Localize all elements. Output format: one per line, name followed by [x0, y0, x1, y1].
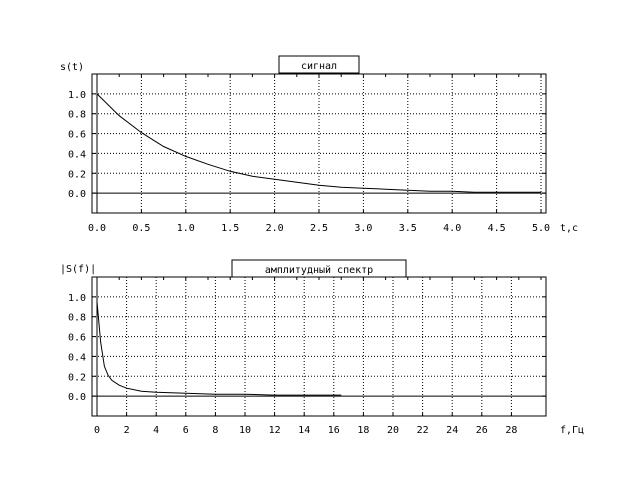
spectrum-y-tick-label: 0.6 [68, 333, 86, 344]
signal-y-tick-label: 0.8 [68, 110, 86, 121]
spectrum-x-tick-label: 20 [387, 425, 399, 436]
signal-y-tick-label: 0.4 [68, 149, 86, 160]
signal-chart: сигнал s(t) t,c 0.0 0.5 1.0 1.5 2.0 2.5 3.0 3.5… [60, 55, 578, 234]
signal-x-tick-label: 0.0 [88, 223, 106, 234]
signal-x-tick-label: 2.0 [266, 223, 284, 234]
signal-x-axis-label: t,c [560, 223, 578, 234]
spectrum-chart-title: амплитудный спектр [265, 264, 373, 276]
spectrum-y-tick-label: 0.2 [68, 372, 86, 383]
signal-y-axis-label: s(t) [60, 62, 84, 73]
spectrum-x-tick-label: 28 [505, 425, 517, 436]
signal-chart-title: сигнал [301, 61, 337, 72]
signal-x-tick-label: 3.0 [354, 223, 372, 234]
spectrum-y-tick-label: 0.0 [68, 392, 86, 403]
signal-x-tick-label: 1.5 [221, 223, 239, 234]
spectrum-x-axis-label: f,Гц [560, 425, 584, 436]
spectrum-y-tick-label: 0.8 [68, 313, 86, 324]
spectrum-x-tick-label: 26 [476, 425, 488, 436]
spectrum-x-tick-label: 0 [94, 425, 100, 436]
signal-x-tick-label: 4.5 [488, 223, 506, 234]
spectrum-y-axis-label: |S(f)| [60, 264, 96, 275]
signal-y-tick-label: 0.2 [68, 169, 86, 180]
spectrum-x-tick-label: 24 [446, 425, 458, 436]
spectrum-x-tick-label: 10 [239, 425, 251, 436]
signal-x-tick-label: 5.0 [532, 223, 550, 234]
spectrum-x-tick-label: 2 [124, 425, 130, 436]
signal-x-tick-label: 3.5 [399, 223, 417, 234]
spectrum-x-tick-label: 8 [212, 425, 218, 436]
spectrum-x-tick-label: 14 [298, 425, 310, 436]
spectrum-x-tick-label: 16 [328, 425, 340, 436]
spectrum-x-tick-label: 22 [417, 425, 429, 436]
signal-x-tick-label: 2.5 [310, 223, 328, 234]
spectrum-x-tick-label: 4 [153, 425, 159, 436]
signal-y-tick-label: 0.6 [68, 130, 86, 141]
spectrum-x-tick-label: 12 [269, 425, 281, 436]
signal-title-box [278, 55, 360, 74]
spectrum-y-tick-label: 0.4 [68, 352, 86, 363]
signal-x-tick-label: 1.0 [177, 223, 195, 234]
spectrum-series-line [96, 301, 342, 396]
spectrum-chart: амплитудный спектр |S(f)| f,Гц 0 2 4 6 8 10 12… [60, 259, 584, 436]
spectrum-y-tick-label: 1.0 [68, 293, 86, 304]
spectrum-x-tick-label: 18 [357, 425, 369, 436]
signal-y-tick-label: 0.0 [68, 189, 86, 200]
signal-x-tick-label: 0.5 [132, 223, 150, 234]
signal-x-tick-label: 4.0 [443, 223, 461, 234]
signal-series-line [96, 93, 541, 193]
signal-y-tick-label: 1.0 [68, 90, 86, 101]
spectrum-x-tick-label: 6 [183, 425, 189, 436]
